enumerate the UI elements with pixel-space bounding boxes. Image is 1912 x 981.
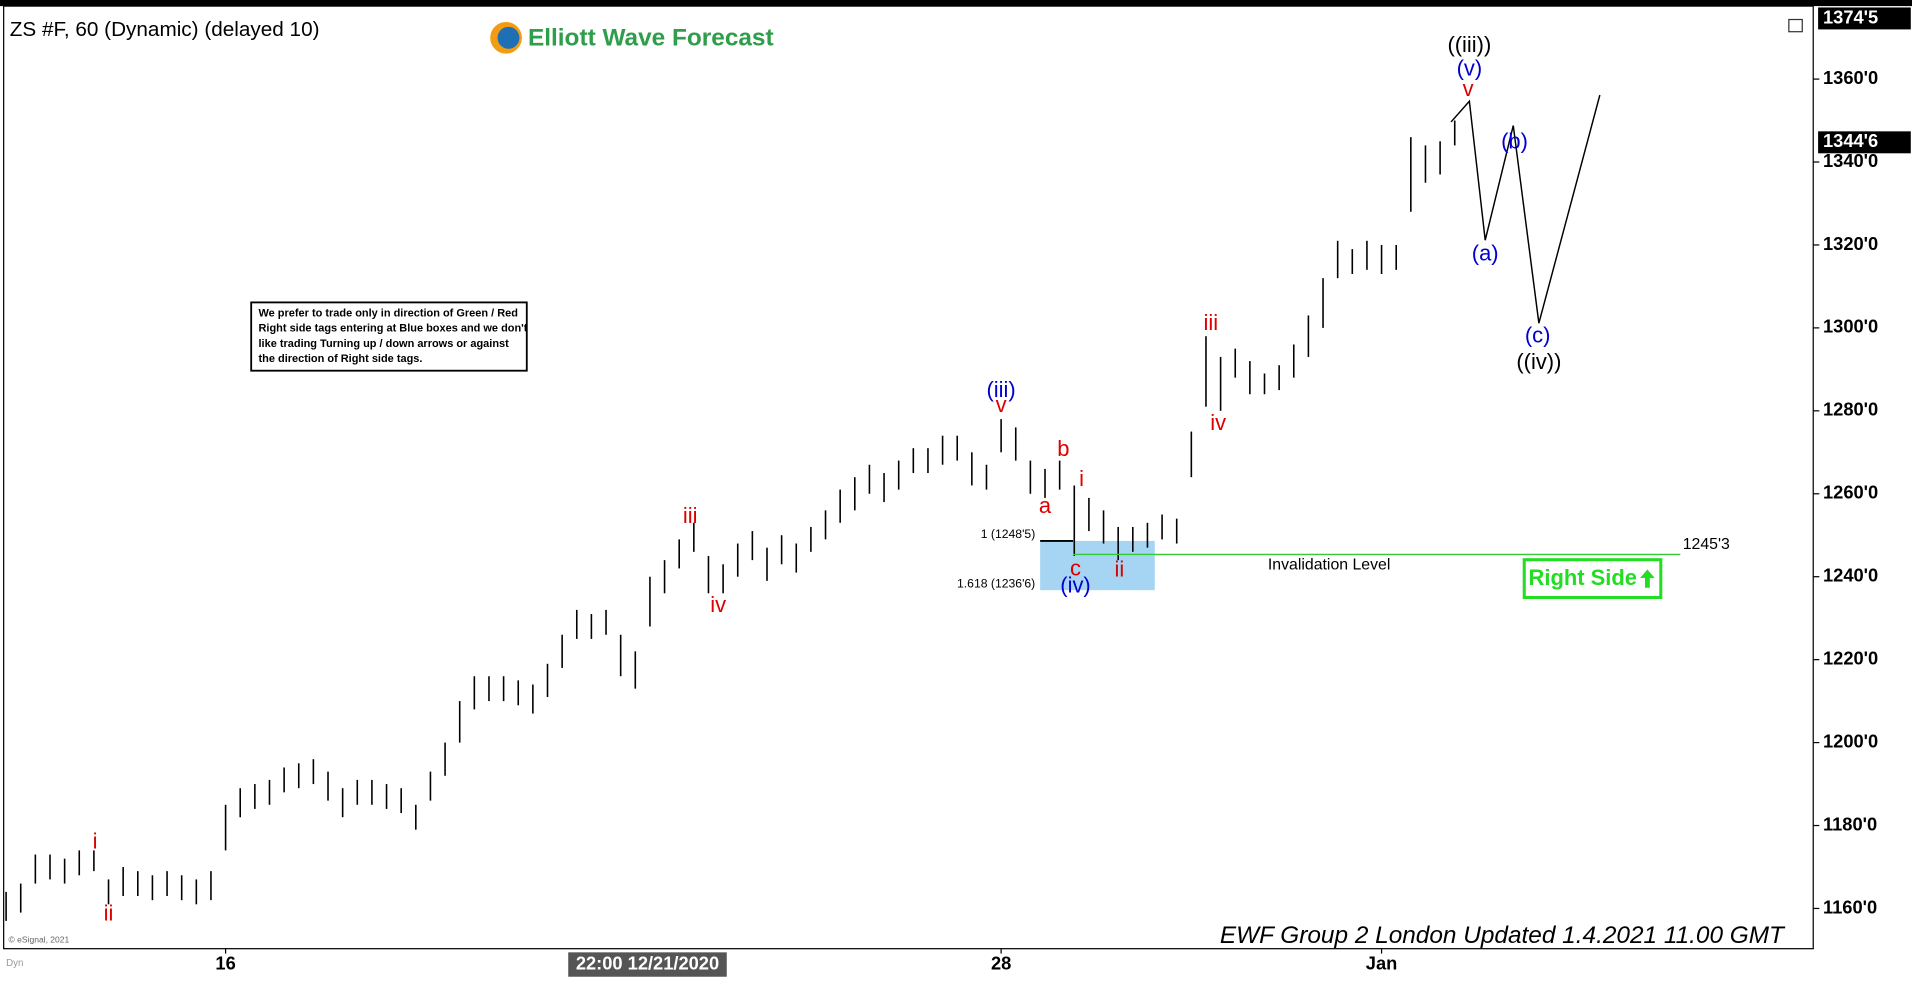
fib-box <box>1040 540 1155 591</box>
price-tag-box <box>1818 131 1911 154</box>
y-tick-label: 1340'0 <box>1823 150 1878 171</box>
brand: Elliott Wave Forecast <box>528 24 774 51</box>
x-tick-label: 16 <box>215 952 235 973</box>
y-tick-label: 1360'0 <box>1823 67 1878 88</box>
projection-path <box>1450 94 1601 324</box>
right-side-tag: Right Side <box>1529 565 1637 590</box>
up-arrow <box>1640 569 1655 588</box>
copyright: © eSignal, 2021 <box>9 934 70 944</box>
footer: EWF Group 2 London Updated 1.4.2021 11.0… <box>1220 922 1786 949</box>
price-tag-box <box>1818 7 1911 30</box>
wave-label: i <box>1079 466 1084 491</box>
wave-label: ((iii)) <box>1447 32 1491 57</box>
wave-label: (v) <box>1457 55 1483 80</box>
wave-label: (iii) <box>987 377 1016 402</box>
wave-label: ((iv)) <box>1516 349 1561 374</box>
logo-inner <box>497 26 520 49</box>
wave-label: iv <box>710 592 726 617</box>
y-tick-label: 1200'0 <box>1823 730 1878 751</box>
wave-label: iii <box>1204 310 1219 335</box>
y-tick-label: 1240'0 <box>1823 565 1878 586</box>
chart-title: ZS #F, 60 (Dynamic) (delayed 10) <box>10 18 320 41</box>
wave-label: a <box>1039 493 1052 518</box>
invalidation-text: Invalidation Level <box>1268 557 1390 574</box>
plot-border <box>3 5 1814 950</box>
cursor-label: 22:00 12/21/2020 <box>576 952 719 973</box>
right-side-box <box>1522 558 1663 600</box>
x-tick-label: 28 <box>991 952 1011 973</box>
wave-label: ii <box>104 900 114 925</box>
note-line: We prefer to trade only in direction of … <box>259 307 518 319</box>
wave-label: ii <box>1115 556 1125 581</box>
y-tick-label: 1320'0 <box>1823 233 1878 254</box>
x-tick-label: Jan <box>1366 952 1398 973</box>
invalidation-price: 1245'3 <box>1683 536 1730 553</box>
wave-label: v <box>1463 76 1474 101</box>
y-tick-label: 1160'0 <box>1823 896 1877 917</box>
cursor-box <box>568 952 727 977</box>
wave-label: (iv) <box>1060 572 1090 597</box>
note-line: Right side tags entering at Blue boxes a… <box>259 323 528 335</box>
top-bar <box>0 0 1912 7</box>
fib-label: 1.618 (1236'6) <box>957 576 1035 590</box>
note-line: like trading Turning up / down arrows or… <box>259 338 510 350</box>
wave-label: i <box>93 828 98 853</box>
y-tick-label: 1280'0 <box>1823 399 1878 420</box>
y-tick-label: 1300'0 <box>1823 316 1878 337</box>
wave-label: iv <box>1210 410 1226 435</box>
note-line: the direction of Right side tags. <box>259 353 423 365</box>
wave-label: (a) <box>1472 241 1499 266</box>
wave-label: b <box>1057 436 1069 461</box>
y-tick-label: 1180'0 <box>1823 813 1877 834</box>
y-tick-label: 1220'0 <box>1823 647 1878 668</box>
y-tick-label: 1260'0 <box>1823 482 1878 503</box>
note-box <box>250 301 528 372</box>
wave-label: (c) <box>1525 322 1551 347</box>
fib-label: 1 (1248'5) <box>981 527 1036 541</box>
wave-label: iii <box>683 503 698 528</box>
wave-label: (b) <box>1501 128 1528 153</box>
status-label: Dyn <box>6 958 23 969</box>
wave-label: v <box>996 392 1007 417</box>
wave-label: c <box>1070 555 1081 580</box>
price-tag: 1374'5 <box>1823 6 1878 27</box>
window-icon[interactable] <box>1788 18 1803 33</box>
price-tag: 1344'6 <box>1823 130 1878 151</box>
